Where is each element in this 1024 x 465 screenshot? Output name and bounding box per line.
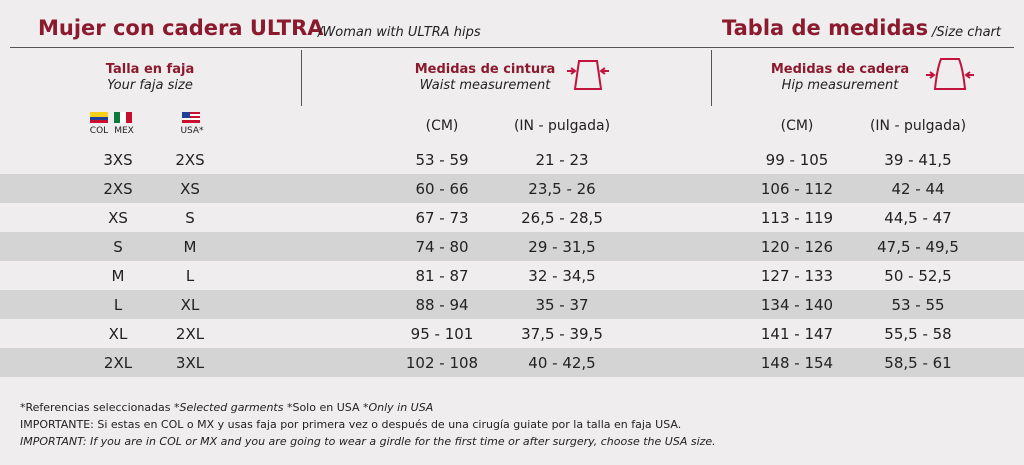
chart-title: Tabla de medidas bbox=[722, 16, 929, 40]
table-row: 2XL 3XL 102 - 108 40 - 42,5 148 - 154 58,5 - … bbox=[0, 348, 1024, 377]
col-subtitle: Waist measurement bbox=[419, 78, 551, 93]
cell: XS bbox=[180, 180, 200, 198]
cell: XL bbox=[108, 325, 128, 343]
note: *Solo en USA bbox=[286, 401, 360, 414]
cell: 44,5 - 47 bbox=[884, 209, 952, 227]
note: IMPORTANT: If you are in COL or MX and y… bbox=[20, 435, 716, 448]
table-row: M L 81 - 87 32 - 34,5 127 - 133 50 - 52,5 bbox=[0, 261, 1024, 290]
cell: S bbox=[113, 238, 123, 256]
cell: 81 - 87 bbox=[415, 267, 469, 285]
col-title: Medidas de cadera bbox=[770, 62, 910, 77]
flag-label: COL bbox=[89, 126, 109, 136]
table-row: 3XS 2XS 53 - 59 21 - 23 99 - 105 39 - 41,5 bbox=[0, 145, 1024, 174]
table-row: XS S 67 - 73 26,5 - 28,5 113 - 119 44,5 - 47 bbox=[0, 203, 1024, 232]
cell: L bbox=[113, 296, 123, 314]
col-subtitle: Your faja size bbox=[107, 78, 193, 93]
table-row: XL 2XL 95 - 101 37,5 - 39,5 141 - 147 55,5 - … bbox=[0, 319, 1024, 348]
cell: 50 - 52,5 bbox=[884, 267, 952, 285]
unit: (IN - pulgada) bbox=[513, 118, 611, 134]
cell: XS bbox=[108, 209, 128, 227]
table-row: L XL 88 - 94 35 - 37 134 - 140 53 - 55 bbox=[0, 290, 1024, 319]
hip-icon bbox=[926, 58, 974, 90]
cell: 113 - 119 bbox=[760, 209, 834, 227]
title-en: /Woman with ULTRA hips bbox=[318, 25, 481, 40]
flags bbox=[90, 112, 200, 123]
divider bbox=[301, 50, 302, 106]
cell: 95 - 101 bbox=[410, 325, 474, 343]
title: Mujer con cadera ULTRA bbox=[38, 16, 324, 40]
cell: 39 - 41,5 bbox=[884, 151, 952, 169]
unit: (CM) bbox=[780, 118, 814, 134]
flag-label: MEX bbox=[114, 126, 134, 136]
cell: 35 - 37 bbox=[535, 296, 589, 314]
unit: (IN - pulgada) bbox=[869, 118, 967, 134]
cell: S bbox=[185, 209, 195, 227]
cell: 2XS bbox=[103, 180, 133, 198]
cell: 53 - 55 bbox=[891, 296, 945, 314]
note: *Referencias seleccionadas bbox=[20, 401, 171, 414]
cell: 99 - 105 bbox=[765, 151, 829, 169]
cell: 37,5 - 39,5 bbox=[521, 325, 603, 343]
cell: 2XS bbox=[175, 151, 205, 169]
cell: 60 - 66 bbox=[415, 180, 469, 198]
cell: 3XL bbox=[175, 354, 205, 372]
divider bbox=[711, 50, 712, 106]
note: IMPORTANTE: Si estas en COL o MX y usas … bbox=[20, 418, 682, 431]
cell: 32 - 34,5 bbox=[528, 267, 596, 285]
cell: 120 - 126 bbox=[760, 238, 834, 256]
flag-label: USA* bbox=[180, 126, 204, 136]
cell: 88 - 94 bbox=[415, 296, 469, 314]
cell: 58,5 - 61 bbox=[884, 354, 952, 372]
cell: 134 - 140 bbox=[760, 296, 834, 314]
cell: 74 - 80 bbox=[415, 238, 469, 256]
col-title: Talla en faja bbox=[105, 62, 195, 77]
header-rule bbox=[10, 47, 1014, 48]
cell: L bbox=[185, 267, 195, 285]
cell: 42 - 44 bbox=[891, 180, 945, 198]
cell: 2XL bbox=[175, 325, 205, 343]
cell: 55,5 - 58 bbox=[884, 325, 952, 343]
waist-icon bbox=[567, 60, 609, 90]
table-row: S M 74 - 80 29 - 31,5 120 - 126 47,5 - 49,5 bbox=[0, 232, 1024, 261]
cell: 3XS bbox=[103, 151, 133, 169]
cell: 102 - 108 bbox=[405, 354, 479, 372]
cell: 67 - 73 bbox=[415, 209, 469, 227]
cell: 127 - 133 bbox=[760, 267, 834, 285]
cell: M bbox=[183, 238, 197, 256]
note: *Selected garments bbox=[174, 401, 284, 414]
cell: XL bbox=[180, 296, 200, 314]
cell: 40 - 42,5 bbox=[528, 354, 596, 372]
table-row: 2XS XS 60 - 66 23,5 - 26 106 - 112 42 - 44 bbox=[0, 174, 1024, 203]
cell: 53 - 59 bbox=[415, 151, 469, 169]
cell: 2XL bbox=[103, 354, 133, 372]
col-title: Medidas de cintura bbox=[414, 62, 556, 77]
cell: 141 - 147 bbox=[760, 325, 834, 343]
cell: 47,5 - 49,5 bbox=[877, 238, 959, 256]
note-line: *Referencias seleccionadas *Selected gar… bbox=[20, 401, 433, 414]
col-subtitle: Hip measurement bbox=[781, 78, 899, 93]
chart-title-en: /Size chart bbox=[932, 25, 1001, 40]
unit: (CM) bbox=[425, 118, 459, 134]
cell: 106 - 112 bbox=[760, 180, 834, 198]
cell: 29 - 31,5 bbox=[528, 238, 596, 256]
cell: 23,5 - 26 bbox=[528, 180, 596, 198]
cell: 21 - 23 bbox=[535, 151, 589, 169]
cell: M bbox=[111, 267, 125, 285]
note: *Only in USA bbox=[362, 401, 434, 414]
cell: 148 - 154 bbox=[760, 354, 834, 372]
cell: 26,5 - 28,5 bbox=[521, 209, 603, 227]
